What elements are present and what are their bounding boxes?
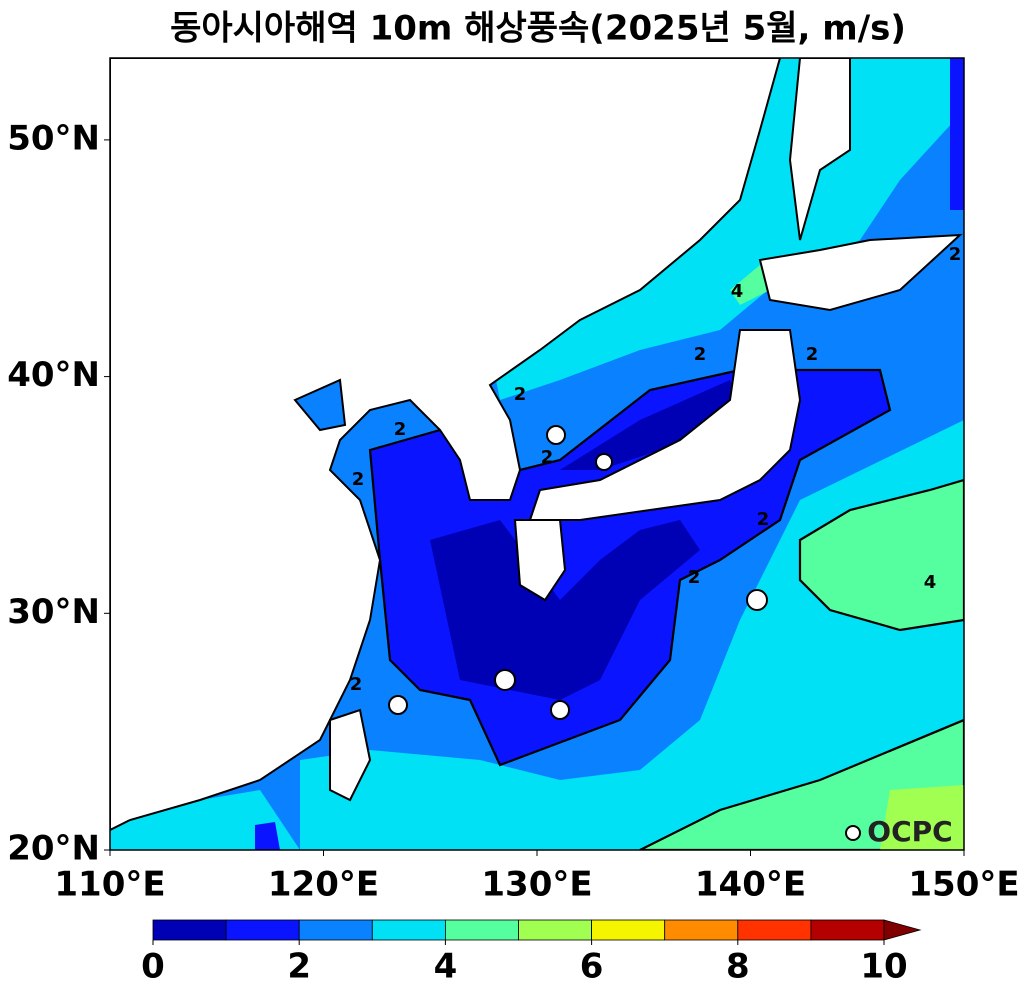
land <box>845 825 861 841</box>
land <box>494 669 516 691</box>
colorbar-segment <box>298 919 373 941</box>
contour-label: 4 <box>731 281 744 302</box>
colorbar-tick-label: 0 <box>141 947 165 987</box>
x-tick-label: 110°E <box>54 865 165 905</box>
colorbar-segment <box>810 919 885 941</box>
colorbar-tick-label: 4 <box>434 947 458 987</box>
field <box>255 822 280 850</box>
colorbar-tick-label: 2 <box>287 947 311 987</box>
land <box>329 708 372 802</box>
x-tick-label: 150°E <box>908 865 1019 905</box>
contour-label: 4 <box>924 572 937 593</box>
colorbar-segment <box>152 919 227 941</box>
land <box>546 425 566 445</box>
watermark: OCPC <box>867 815 952 848</box>
land <box>110 58 782 832</box>
title: 동아시아해역 10m 해상풍속(2025년 5월, m/s) <box>170 9 906 49</box>
land <box>746 589 768 611</box>
contour-label: 2 <box>350 674 363 695</box>
x-tick-label: 130°E <box>481 865 592 905</box>
colorbar-segment <box>225 919 300 941</box>
y-tick-label: 20°N <box>7 829 100 869</box>
field <box>293 378 347 432</box>
y-tick-label: 40°N <box>7 355 100 395</box>
colorbar-segment <box>518 919 592 941</box>
field <box>880 785 964 850</box>
land <box>388 695 408 715</box>
field <box>730 265 770 305</box>
field <box>300 420 964 850</box>
field <box>560 380 740 470</box>
land <box>788 58 851 241</box>
land <box>758 233 963 312</box>
contour-label: 2 <box>949 244 962 265</box>
colorbar-tick-label: 6 <box>580 947 604 987</box>
contour-label: 2 <box>541 447 554 468</box>
field <box>950 58 964 210</box>
field <box>110 790 300 850</box>
contour-label: 2 <box>694 344 707 365</box>
colorbar-segment <box>591 919 666 941</box>
colorbar-segment <box>737 919 812 941</box>
land <box>595 453 613 471</box>
contour-label: 2 <box>806 344 819 365</box>
field <box>639 718 964 850</box>
field <box>430 520 700 700</box>
y-tick-label: 50°N <box>7 118 100 158</box>
colorbar-extend <box>883 919 922 941</box>
field <box>798 478 964 632</box>
colorbar-segment <box>664 919 739 941</box>
land <box>528 329 802 521</box>
contour-label: 2 <box>757 509 770 530</box>
land <box>550 700 570 720</box>
colorbar-tick-label: 8 <box>726 947 750 987</box>
x-tick-label: 120°E <box>268 865 379 905</box>
contour-label: 2 <box>394 419 407 440</box>
contour-label: 2 <box>352 469 365 490</box>
y-tick-label: 30°N <box>7 592 100 632</box>
colorbar-segment <box>444 919 519 941</box>
contour-label: 2 <box>688 567 701 588</box>
land <box>513 519 567 602</box>
contour-label: 2 <box>514 384 527 405</box>
x-tick-label: 140°E <box>695 865 806 905</box>
colorbar-tick-label: 10 <box>860 947 907 987</box>
map <box>110 58 964 850</box>
colorbar-segment <box>371 919 446 941</box>
